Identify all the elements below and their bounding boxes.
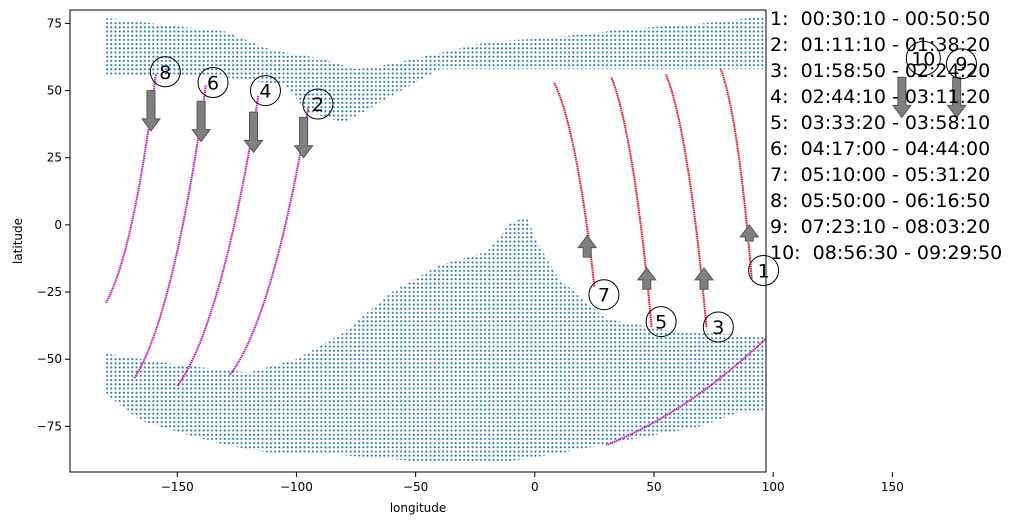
- y-tick-label: −25: [37, 285, 62, 299]
- x-tick-label: 50: [646, 480, 661, 494]
- x-tick-label: −150: [161, 480, 194, 494]
- orbit-label-2: 2: [312, 94, 324, 116]
- orbit-label-circle-10: [905, 40, 941, 76]
- orbit-label-6: 6: [207, 73, 219, 95]
- orbit-label-1: 1: [758, 261, 770, 283]
- y-tick-label: −75: [37, 419, 62, 433]
- legend-entry-7: 7: 05:10:00 - 05:31:20: [770, 164, 991, 186]
- orbit-label-circle-7: [588, 279, 620, 311]
- y-tick-label: 0: [54, 218, 62, 232]
- x-tick-label: −50: [403, 480, 428, 494]
- track-1: [719, 68, 753, 279]
- legend-entry-9: 9: 07:23:10 - 08:03:20: [770, 216, 991, 238]
- orbit-label-circle-5: [645, 306, 677, 338]
- y-tick-label: 75: [47, 16, 62, 30]
- arrow-layer: [140, 76, 967, 290]
- track-4: [176, 95, 260, 387]
- coverage-layer: [105, 16, 766, 462]
- orbit-label-circle-3: [702, 311, 734, 343]
- coverage-region-north: [105, 16, 766, 123]
- x-tick-label: −100: [280, 480, 313, 494]
- legend-entry-3: 3: 01:58:50 - 02:24:20: [770, 60, 991, 82]
- legend-entry-8: 8: 05:50:00 - 06:16:50: [770, 190, 991, 212]
- x-axis-label: longitude: [390, 501, 447, 515]
- direction-arrow-5: [636, 267, 657, 290]
- orbit-label-circle-4: [249, 75, 281, 107]
- orbit-label-8: 8: [159, 62, 171, 84]
- time-legend: 1: 00:30:10 - 00:50:50 2: 01:11:10 - 01:3…: [770, 6, 1002, 266]
- legend-entry-2: 2: 01:11:10 - 01:38:20: [770, 34, 991, 56]
- direction-arrow-2: [293, 116, 314, 159]
- orbit-label-layer: 1 2 3 4 5 6 7 8 9 10: [149, 40, 977, 343]
- y-tick-label: 50: [47, 84, 62, 98]
- y-tick-label: 25: [47, 151, 62, 165]
- track-5: [610, 76, 653, 328]
- track-2: [228, 106, 310, 376]
- legend-entry-5: 5: 03:33:20 - 03:58:10: [770, 112, 991, 134]
- legend-entry-10: 10: 08:56:30 - 09:29:50: [770, 242, 1003, 264]
- y-tick-label: −50: [37, 352, 62, 366]
- orbit-label-circle-8: [149, 56, 181, 88]
- orbit-label-4: 4: [259, 81, 271, 103]
- orbit-label-circle-1: [748, 255, 780, 287]
- orbit-label-10: 10: [911, 48, 935, 70]
- y-axis: −75 −50 −25 0 25 50 75: [37, 16, 70, 433]
- orbit-label-circle-2: [302, 88, 334, 120]
- direction-arrow-10: [891, 76, 912, 119]
- plot-frame: [69, 9, 767, 473]
- direction-arrow-4: [243, 111, 264, 154]
- orbit-label-circle-9: [945, 48, 977, 80]
- orbit-label-9: 9: [955, 54, 967, 76]
- x-tick-label: 150: [881, 480, 904, 494]
- orbit-label-5: 5: [655, 312, 667, 334]
- legend-entry-6: 6: 04:17:00 - 04:44:00: [770, 138, 991, 160]
- track-9: [605, 336, 766, 447]
- direction-arrow-7: [577, 234, 598, 258]
- x-tick-label: 0: [531, 480, 539, 494]
- direction-arrow-6: [191, 100, 212, 143]
- coverage-region-south: [105, 216, 766, 462]
- orbit-label-circle-6: [197, 67, 229, 99]
- orbit-label-7: 7: [598, 285, 610, 307]
- direction-arrow-9: [946, 76, 967, 119]
- orbit-label-3: 3: [712, 317, 724, 339]
- legend-entry-4: 4: 02:44:10 - 03:11:20: [770, 86, 991, 108]
- legend-entry-1: 1: 00:30:10 - 00:50:50: [770, 8, 991, 30]
- direction-arrow-3: [694, 267, 714, 290]
- track-9-wrap: [950, 306, 962, 349]
- direction-arrow-1: [739, 224, 760, 242]
- x-axis: −150 −100 −50 0 50 100 150: [161, 472, 904, 494]
- direction-arrow-8: [140, 90, 162, 132]
- y-axis-label: latitude: [11, 218, 25, 264]
- x-tick-label: 100: [762, 480, 785, 494]
